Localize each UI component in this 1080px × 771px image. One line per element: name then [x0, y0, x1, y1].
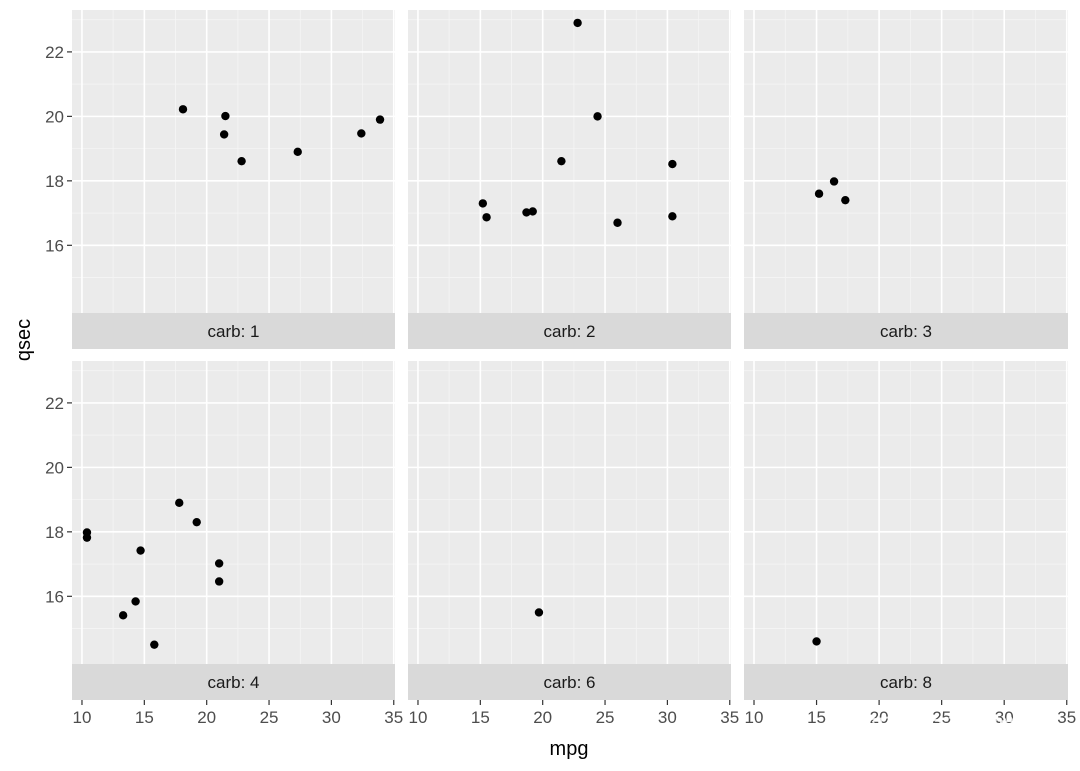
x-axes: 10 15 20 25 30 35 10 15 20 25 30 35 10 15 20 25 30 35 — [73, 700, 1076, 727]
data-point — [150, 640, 159, 649]
data-point — [841, 195, 850, 205]
y-tick-label: 22 — [45, 394, 64, 413]
x-tick-label: 25 — [932, 708, 951, 727]
data-point — [613, 218, 622, 227]
y-axes: 16 18 20 22 16 18 20 22 — [45, 43, 72, 606]
y-tick-label: 18 — [45, 172, 64, 191]
panel-background — [408, 361, 731, 664]
data-point — [357, 129, 366, 138]
facet-strip-label: carb: 3 — [880, 322, 932, 341]
facet-strip-label: carb: 6 — [544, 673, 596, 692]
facet-strip-label: carb: 8 — [880, 673, 932, 692]
data-point — [175, 498, 184, 508]
facet-panel: carb: 4 — [72, 361, 395, 700]
panel-background — [408, 10, 731, 313]
data-point — [82, 533, 92, 542]
x-tick-label: 25 — [260, 708, 279, 727]
data-point — [482, 213, 491, 222]
facet-panels: carb: 1 carb: 2 carb: 3 carb: 4 carb: 6 carb:… — [72, 10, 1068, 700]
facet-strip-label: carb: 4 — [208, 673, 260, 692]
facet-strip — [72, 664, 395, 700]
data-point — [812, 637, 821, 646]
y-tick-label: 20 — [45, 458, 64, 477]
data-point — [522, 208, 531, 217]
facet-panel: carb: 2 — [408, 10, 731, 349]
data-point — [221, 111, 230, 121]
facet-panel: carb: 1 — [72, 10, 395, 349]
watermark-text: 知乎 @R语言学堂 — [842, 715, 1050, 745]
x-tick-label: 35 — [1057, 708, 1076, 727]
y-tick-label: 20 — [45, 107, 64, 126]
data-point — [573, 18, 582, 28]
x-tick-label: 30 — [658, 708, 677, 727]
x-tick-label: 25 — [596, 708, 615, 727]
data-point — [814, 189, 824, 198]
y-axis-title: qsec — [13, 319, 35, 361]
facet-panel: carb: 6 — [408, 361, 731, 700]
y-tick-label: 22 — [45, 43, 64, 62]
data-point — [136, 546, 145, 555]
y-tick-label: 16 — [45, 236, 64, 255]
facet-panel: carb: 3 — [744, 10, 1068, 349]
facet-strip — [408, 664, 731, 700]
facet-strip — [72, 313, 395, 349]
data-point — [534, 608, 544, 617]
facet-strip-label: carb: 2 — [544, 322, 596, 341]
y-tick-label: 18 — [45, 523, 64, 542]
x-tick-label: 20 — [197, 708, 216, 727]
facet-strip — [408, 313, 731, 349]
data-point — [214, 577, 224, 586]
data-point — [375, 115, 385, 124]
data-point — [593, 112, 602, 121]
data-point — [829, 177, 839, 186]
x-tick-label: 35 — [720, 708, 739, 727]
data-point — [192, 517, 201, 527]
data-point — [557, 156, 566, 166]
data-point — [131, 597, 140, 606]
panel-background — [744, 10, 1068, 313]
panel-background — [72, 10, 395, 313]
x-tick-label: 10 — [409, 708, 428, 727]
x-tick-label: 15 — [471, 708, 490, 727]
x-tick-label: 15 — [135, 708, 154, 727]
data-point — [293, 147, 302, 157]
x-tick-label: 10 — [745, 708, 764, 727]
x-tick-label: 15 — [807, 708, 826, 727]
y-tick-label: 16 — [45, 587, 64, 606]
facet-strip — [744, 664, 1068, 700]
x-tick-label: 30 — [995, 708, 1014, 727]
data-point — [478, 199, 488, 208]
x-tick-label: 20 — [533, 708, 552, 727]
data-point — [118, 611, 128, 620]
x-tick-label: 30 — [322, 708, 341, 727]
panel-background — [744, 361, 1068, 664]
data-point — [668, 212, 677, 221]
facet-strip — [744, 313, 1068, 349]
data-point — [219, 130, 229, 139]
data-point — [178, 105, 188, 114]
x-tick-label: 35 — [384, 708, 403, 727]
data-point — [214, 559, 224, 568]
x-tick-label: 20 — [870, 708, 889, 727]
data-point — [528, 207, 537, 216]
data-point — [668, 159, 677, 169]
data-point — [237, 156, 246, 166]
x-tick-label: 10 — [73, 708, 92, 727]
facet-strip-label: carb: 1 — [208, 322, 260, 341]
facet-panel: carb: 8 — [744, 361, 1068, 700]
x-axis-title: mpg — [550, 738, 589, 760]
